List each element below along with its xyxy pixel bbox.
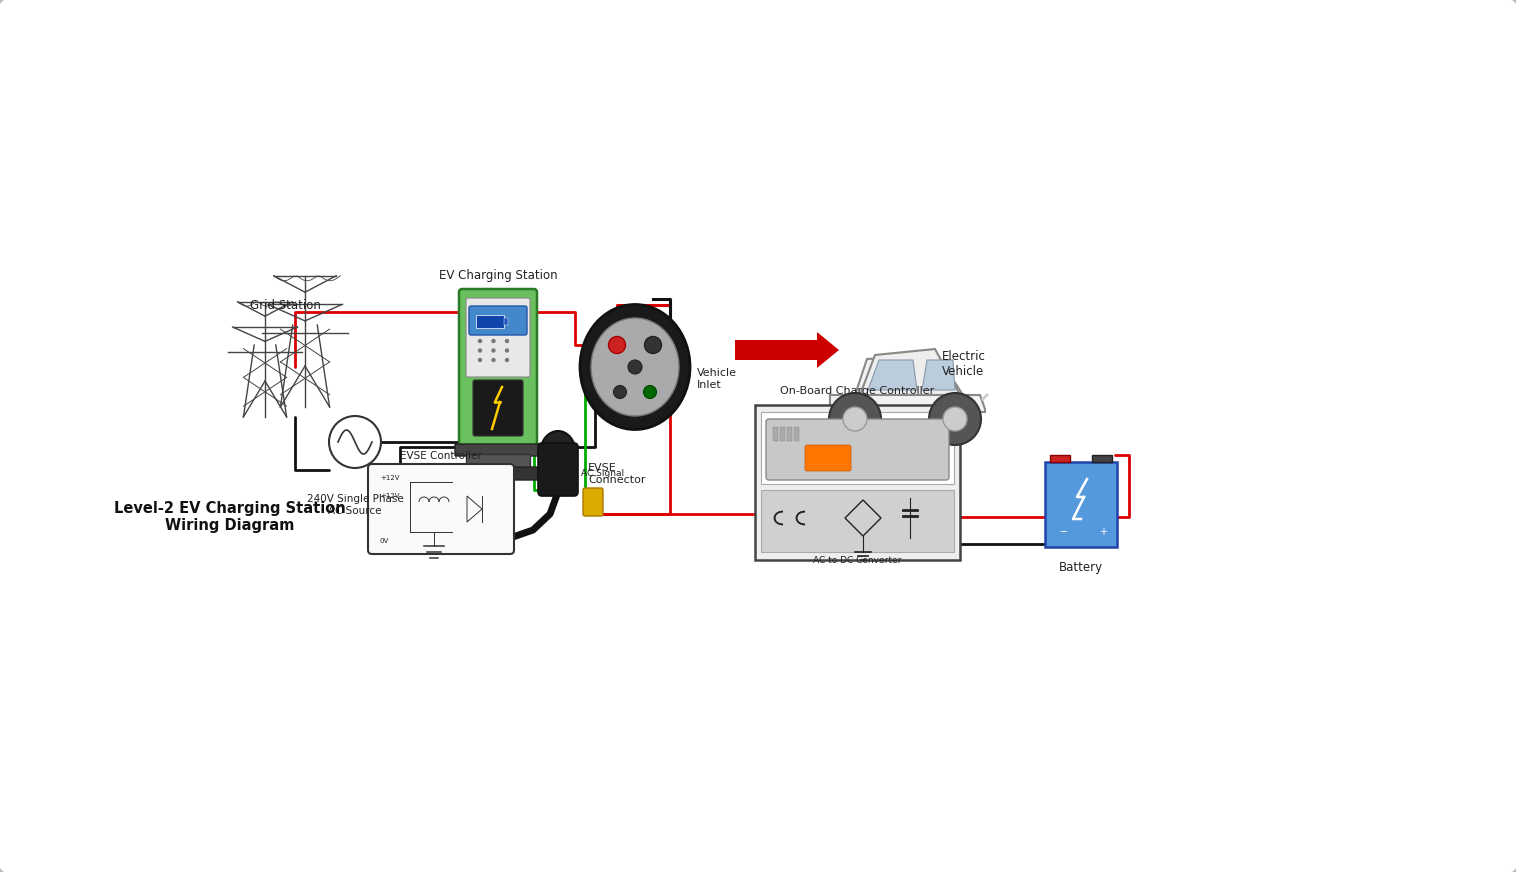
FancyBboxPatch shape <box>766 419 949 480</box>
Polygon shape <box>922 360 955 390</box>
FancyBboxPatch shape <box>755 405 960 560</box>
Circle shape <box>478 339 482 344</box>
Circle shape <box>643 385 656 399</box>
Polygon shape <box>829 355 985 412</box>
Circle shape <box>843 407 867 431</box>
Polygon shape <box>869 360 917 390</box>
Circle shape <box>628 360 641 374</box>
FancyBboxPatch shape <box>453 467 543 480</box>
Circle shape <box>491 358 496 362</box>
Circle shape <box>829 393 881 445</box>
Text: Vehicle
Inlet: Vehicle Inlet <box>697 368 737 390</box>
Text: 0V: 0V <box>381 538 390 544</box>
Text: EVSE Controller: EVSE Controller <box>400 451 482 461</box>
Text: +12V: +12V <box>381 493 400 499</box>
FancyBboxPatch shape <box>368 464 514 554</box>
Text: 240V Single Phase
AC Source: 240V Single Phase AC Source <box>306 494 403 515</box>
Text: ─: ─ <box>1060 527 1066 537</box>
Circle shape <box>644 337 661 353</box>
Circle shape <box>614 385 626 399</box>
FancyBboxPatch shape <box>473 380 523 436</box>
Text: AC to DC Converter: AC to DC Converter <box>813 556 902 565</box>
FancyBboxPatch shape <box>459 289 537 450</box>
FancyBboxPatch shape <box>794 427 799 441</box>
Text: +: + <box>1099 527 1107 537</box>
Ellipse shape <box>541 431 576 473</box>
Text: EVSE
Connector: EVSE Connector <box>588 463 646 485</box>
FancyBboxPatch shape <box>1092 455 1113 462</box>
Text: +12V: +12V <box>381 475 400 481</box>
Text: Level-2 EV Charging Station
Wiring Diagram: Level-2 EV Charging Station Wiring Diagr… <box>114 501 346 533</box>
Text: EV Charging Station: EV Charging Station <box>438 269 558 282</box>
Text: Electric
Vehicle: Electric Vehicle <box>941 350 985 378</box>
FancyBboxPatch shape <box>773 427 778 441</box>
Text: On-Board Charge Controller: On-Board Charge Controller <box>781 386 935 396</box>
FancyBboxPatch shape <box>538 443 578 496</box>
Circle shape <box>505 348 509 352</box>
FancyBboxPatch shape <box>781 427 785 441</box>
Circle shape <box>929 393 981 445</box>
Text: AC Signal: AC Signal <box>581 469 625 478</box>
Text: Battery: Battery <box>1060 561 1104 574</box>
FancyBboxPatch shape <box>1051 455 1070 462</box>
FancyBboxPatch shape <box>787 427 791 441</box>
Circle shape <box>491 348 496 352</box>
FancyBboxPatch shape <box>503 318 508 325</box>
FancyBboxPatch shape <box>805 445 850 471</box>
Circle shape <box>943 407 967 431</box>
Circle shape <box>505 339 509 344</box>
FancyBboxPatch shape <box>761 490 954 552</box>
Polygon shape <box>860 349 960 395</box>
Circle shape <box>491 339 496 344</box>
FancyBboxPatch shape <box>1045 462 1117 547</box>
FancyBboxPatch shape <box>476 315 503 328</box>
FancyArrow shape <box>735 332 838 368</box>
FancyBboxPatch shape <box>465 298 531 377</box>
FancyBboxPatch shape <box>455 444 541 456</box>
FancyBboxPatch shape <box>761 412 954 484</box>
Ellipse shape <box>581 304 690 430</box>
Circle shape <box>478 358 482 362</box>
Text: Grid Station: Grid Station <box>250 299 320 312</box>
Circle shape <box>505 358 509 362</box>
Circle shape <box>608 337 626 353</box>
FancyBboxPatch shape <box>468 306 528 335</box>
FancyBboxPatch shape <box>584 488 603 516</box>
Circle shape <box>478 348 482 352</box>
Ellipse shape <box>591 318 679 416</box>
FancyBboxPatch shape <box>465 454 531 469</box>
